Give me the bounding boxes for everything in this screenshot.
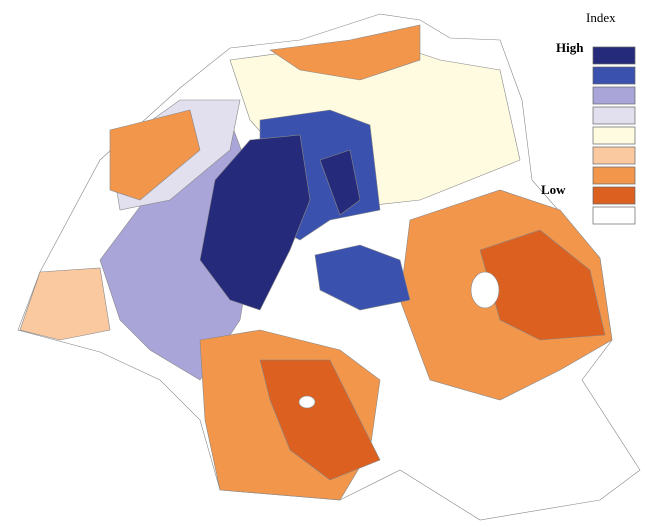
region-dark-blue — [199, 134, 311, 311]
region-dark-orange-east — [479, 229, 606, 341]
legend-title: Index — [586, 10, 616, 25]
legend-swatch — [592, 86, 636, 105]
legend-swatch — [592, 126, 636, 145]
map-regions — [17, 13, 641, 521]
legend-high-label: High — [556, 40, 584, 55]
region-orange-west — [109, 109, 201, 201]
legend-swatches — [592, 46, 636, 225]
legend-low-label: Low — [541, 182, 566, 197]
region-peach — [19, 267, 111, 341]
legend-swatch — [592, 106, 636, 125]
region-blue-south — [314, 244, 411, 311]
region-park — [470, 271, 500, 309]
legend-swatch — [592, 206, 636, 225]
legend-swatch — [592, 66, 636, 85]
legend-swatch — [592, 146, 636, 165]
region-orange-north — [269, 24, 421, 81]
legend-swatch — [592, 166, 636, 185]
legend-swatch — [592, 46, 636, 65]
region-park — [298, 395, 316, 409]
region-dark-blue-2 — [319, 149, 361, 216]
legend-swatch — [592, 186, 636, 205]
region-dark-orange-south — [259, 359, 381, 481]
